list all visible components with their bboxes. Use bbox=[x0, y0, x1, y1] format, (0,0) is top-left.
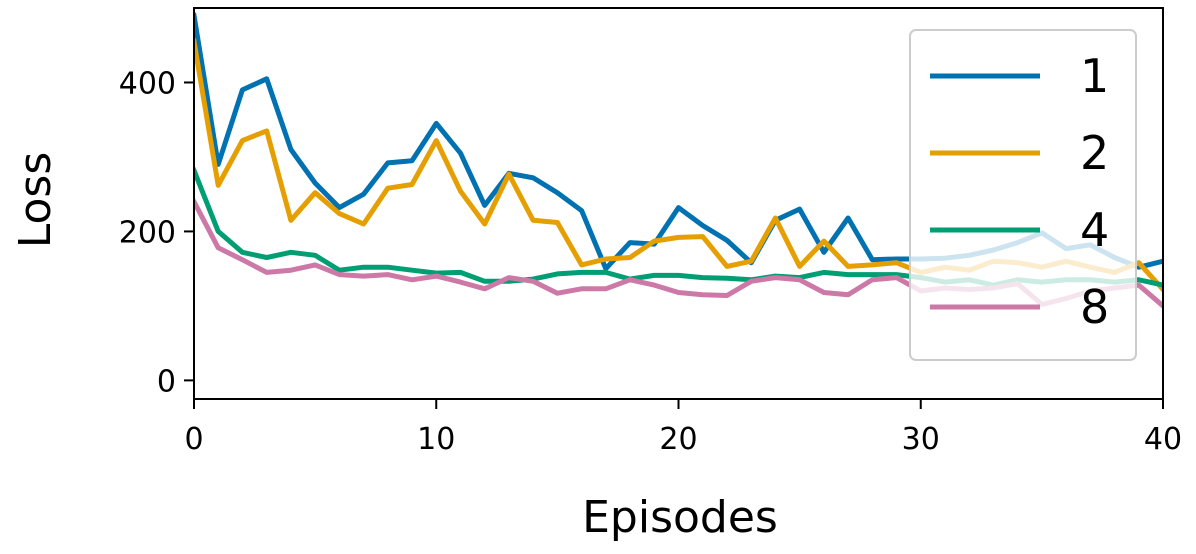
y-tick-label-200: 200 bbox=[119, 215, 176, 250]
y-tick-label-400: 400 bbox=[119, 66, 176, 101]
x-axis-label: Episodes bbox=[582, 492, 778, 543]
x-tick-label-30: 30 bbox=[902, 422, 940, 457]
legend-label-4: 4 bbox=[1080, 203, 1109, 257]
legend-label-8: 8 bbox=[1080, 280, 1109, 334]
x-tick-label-10: 10 bbox=[417, 422, 455, 457]
legend-box bbox=[909, 29, 1137, 361]
legend: 1 2 4 8 bbox=[909, 29, 1137, 361]
x-tick-label-20: 20 bbox=[659, 422, 697, 457]
y-axis-label: Loss bbox=[10, 152, 61, 249]
x-tick-label-0: 0 bbox=[184, 422, 203, 457]
legend-label-1: 1 bbox=[1080, 49, 1109, 103]
legend-label-2: 2 bbox=[1080, 126, 1109, 180]
x-tick-label-40: 40 bbox=[1144, 422, 1182, 457]
y-tick-label-0: 0 bbox=[157, 364, 176, 399]
